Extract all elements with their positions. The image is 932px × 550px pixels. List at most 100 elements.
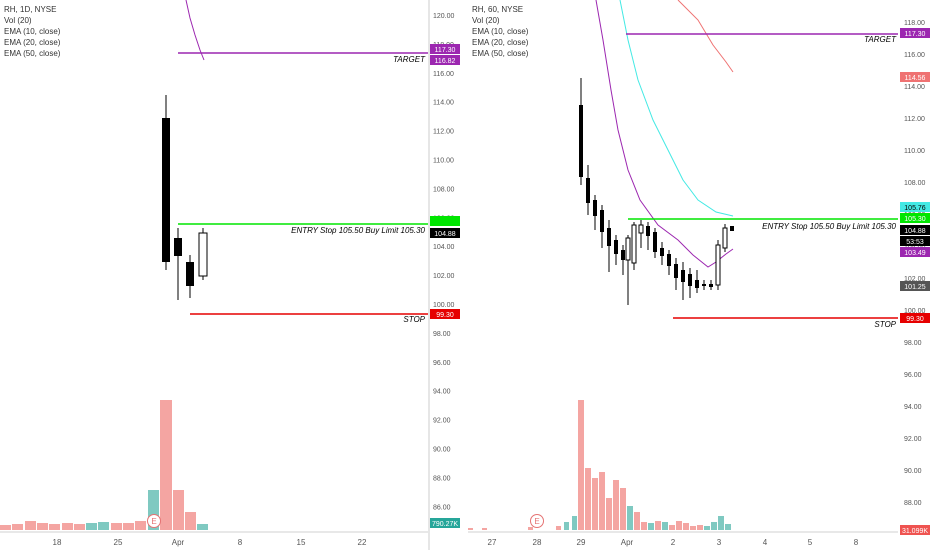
volume-bar <box>627 506 633 530</box>
volume-bar <box>74 524 85 530</box>
right-time-tick: 28 <box>533 538 542 547</box>
right-time-tick: 29 <box>577 538 586 547</box>
price-tick-label: 92.00 <box>433 418 451 425</box>
volume-badge <box>900 525 930 535</box>
price-tick-label: 114.00 <box>904 84 925 91</box>
price-tick-label: 102.00 <box>904 276 926 283</box>
candle-body <box>621 250 625 260</box>
price-tick-label: 90.00 <box>433 447 451 454</box>
left-candles <box>162 95 208 300</box>
right-legend-ema10[interactable]: EMA (10, close) <box>472 27 529 36</box>
volume-bar <box>528 527 533 530</box>
volume-bar <box>173 490 184 530</box>
volume-bar <box>160 400 172 530</box>
volume-bar <box>564 522 569 530</box>
ema-price-badge-text: 116.82 <box>435 58 456 65</box>
price-tick-label: 96.00 <box>433 360 451 367</box>
right-chart-panel[interactable]: RH, 60, NYSE Vol (20) EMA (10, close) EM… <box>468 0 898 550</box>
earnings-event-icon[interactable] <box>530 514 544 528</box>
right-legend-vol[interactable]: Vol (20) <box>472 16 500 25</box>
left-time-tick: 25 <box>114 538 123 547</box>
left-legend-vol[interactable]: Vol (20) <box>4 16 32 25</box>
volume-bar <box>572 516 577 530</box>
price-tick-label: 92.00 <box>904 436 922 443</box>
left-time-tick: 22 <box>358 538 367 547</box>
volume-bar <box>62 523 73 530</box>
left-legend: RH, 1D, NYSE Vol (20) EMA (10, close) EM… <box>4 4 60 59</box>
last-price-badge <box>430 228 460 238</box>
right-price-scale[interactable]: 118.00116.00114.00112.00110.00108.00106.… <box>898 0 932 550</box>
right-legend-symbol[interactable]: RH, 60, NYSE <box>472 5 524 14</box>
ema20-line <box>619 0 734 217</box>
volume-bar <box>25 521 36 530</box>
ema10-line <box>595 0 734 268</box>
entry-price-badge-text: 105.30 <box>904 216 926 223</box>
volume-bar <box>49 524 60 530</box>
earnings-event-label: E <box>534 517 539 526</box>
last-price-badge-text: 104.88 <box>904 228 926 235</box>
volume-bar <box>697 525 703 530</box>
volume-bar <box>641 522 647 530</box>
price-tick-label: 112.00 <box>904 116 925 123</box>
price-tick-label: 90.00 <box>904 468 922 475</box>
left-legend-ema20[interactable]: EMA (20, close) <box>4 38 61 47</box>
left-chart-svg[interactable]: TARGET ENTRY Stop 105.50 Buy Limit 105.3… <box>0 0 428 550</box>
last-price-badge-text: 104.88 <box>434 231 456 238</box>
volume-bar <box>613 480 619 530</box>
price-tick-label: 98.00 <box>433 331 451 338</box>
right-chart-svg[interactable]: TARGET ENTRY Stop 105.50 Buy Limit 105.3… <box>468 0 898 550</box>
countdown-badge-text: 53:53 <box>906 239 924 246</box>
price-tick-label: 110.00 <box>433 158 454 165</box>
target-label: TARGET <box>864 35 897 44</box>
candle-body <box>162 118 170 262</box>
volume-bar <box>690 526 696 530</box>
candle-body <box>653 232 657 252</box>
left-legend-symbol[interactable]: RH, 1D, NYSE <box>4 5 57 14</box>
entry-price-badge <box>900 213 930 223</box>
right-time-tick: 2 <box>671 538 676 547</box>
volume-bar <box>648 523 654 530</box>
price-tick-label: 120.00 <box>433 13 455 20</box>
volume-bar <box>634 512 640 530</box>
left-price-scale[interactable]: 120.00118.00116.00114.00112.00110.00108.… <box>430 0 460 550</box>
volume-bar <box>135 521 146 530</box>
candle-body <box>593 200 597 216</box>
stop-price-badge <box>430 309 460 319</box>
ema50-line <box>677 0 734 73</box>
last-price-badge <box>900 225 930 235</box>
earnings-event-icon[interactable] <box>147 514 161 528</box>
volume-bar <box>585 468 591 530</box>
ema20-price-badge-text: 105.76 <box>904 205 926 212</box>
candle-body <box>631 224 637 264</box>
right-legend-ema50[interactable]: EMA (50, close) <box>472 49 529 58</box>
volume-bar <box>0 525 11 530</box>
left-time-tick: 15 <box>297 538 306 547</box>
volume-bar <box>676 521 682 530</box>
candle-body <box>174 238 182 256</box>
volume-bar <box>725 524 731 530</box>
candle-body <box>681 270 685 282</box>
volume-badge-text: 790.27K <box>432 521 458 528</box>
right-time-tick: 3 <box>717 538 722 547</box>
price-tick-label: 96.00 <box>904 372 922 379</box>
price-tick-label: 94.00 <box>904 404 922 411</box>
candle-body <box>722 227 728 249</box>
left-legend-ema50[interactable]: EMA (50, close) <box>4 49 61 58</box>
ema50-price-badge-text: 114.56 <box>905 75 926 82</box>
price-tick-label: 116.00 <box>433 71 454 78</box>
candle-body <box>702 284 706 286</box>
candle-body <box>660 248 664 256</box>
panel-divider[interactable] <box>428 0 430 550</box>
right-time-tick: 5 <box>808 538 813 547</box>
ema-price-badge <box>430 55 460 65</box>
right-legend-ema20[interactable]: EMA (20, close) <box>472 38 529 47</box>
left-chart-panel[interactable]: RH, 1D, NYSE Vol (20) EMA (10, close) EM… <box>0 0 428 550</box>
stop-price-badge <box>900 313 930 323</box>
stop-label: STOP <box>403 315 425 324</box>
candle-body <box>607 228 611 246</box>
left-legend-ema10[interactable]: EMA (10, close) <box>4 27 61 36</box>
candle-body <box>695 280 699 288</box>
volume-bar <box>662 522 668 530</box>
candle-body <box>715 244 721 286</box>
right-legend: RH, 60, NYSE Vol (20) EMA (10, close) EM… <box>472 4 528 59</box>
